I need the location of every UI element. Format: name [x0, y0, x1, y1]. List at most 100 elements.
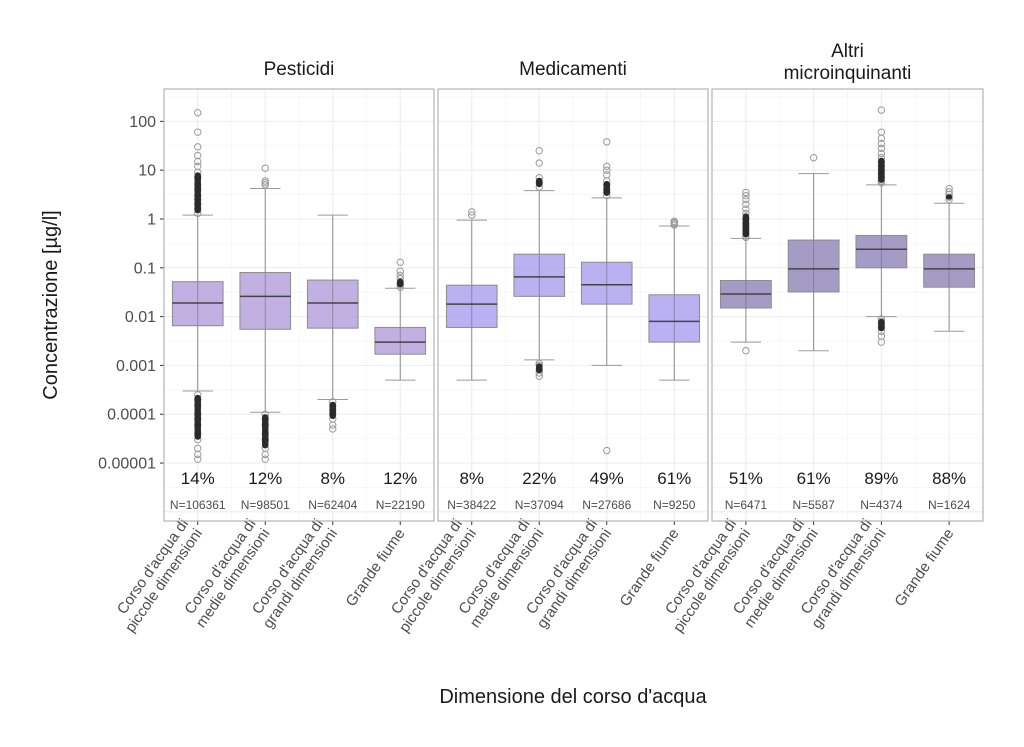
dense-outlier-band	[329, 401, 336, 419]
sample-size-label: N=5587	[792, 498, 835, 512]
dense-outlier-band	[397, 278, 404, 288]
outlier-point	[194, 143, 202, 151]
outlier-point	[261, 181, 269, 189]
sample-size-label: N=62404	[308, 498, 357, 512]
outlier-point	[877, 106, 886, 114]
y-tick-label: 0.1	[134, 260, 156, 277]
outlier-point	[194, 450, 202, 459]
outlier-point	[468, 211, 476, 219]
outlier-point	[945, 193, 953, 201]
percent-label: 22%	[522, 469, 556, 488]
outlier-point	[329, 421, 337, 429]
outlier-point	[261, 164, 269, 172]
outlier-point	[670, 221, 678, 229]
outlier-point	[194, 157, 202, 166]
percent-label: 8%	[320, 469, 345, 488]
outlier-point	[742, 188, 750, 197]
y-tick-label: 0.0001	[107, 407, 156, 424]
outlier-point	[877, 144, 886, 153]
dense-outlier-band	[262, 414, 269, 449]
y-tick-label: 100	[129, 114, 156, 131]
dense-outlier-band	[603, 180, 610, 196]
panel-title: Altri	[831, 41, 864, 62]
outlier-point	[535, 159, 543, 167]
outlier-point	[742, 200, 750, 208]
outlier-point	[809, 154, 818, 162]
outlier-point	[396, 271, 404, 280]
x-axis-title: Dimensione del corso d'acqua	[439, 686, 707, 708]
percent-label: 88%	[932, 469, 966, 488]
x-category-label: Grande fiume	[891, 526, 957, 610]
y-tick-label: 0.001	[116, 358, 156, 375]
outlier-point	[603, 166, 611, 174]
outlier-point	[261, 450, 269, 459]
dense-outlier-band	[742, 213, 750, 238]
panel-border	[437, 88, 709, 522]
sample-size-label: N=4374	[860, 498, 903, 512]
outlier-point	[261, 179, 269, 187]
dense-outlier-band	[536, 363, 543, 373]
outlier-point	[329, 425, 337, 433]
panel-title: Medicamenti	[519, 59, 627, 80]
outlier-point	[877, 134, 886, 142]
sample-size-label: N=27686	[582, 498, 631, 512]
outlier-point	[877, 149, 886, 158]
outlier-point	[603, 138, 611, 146]
percent-label: 14%	[181, 469, 215, 488]
y-tick-label: 10	[138, 163, 156, 180]
outlier-point	[742, 205, 750, 213]
outlier-point	[194, 109, 202, 117]
outlier-point	[603, 162, 611, 171]
sample-size-label: N=6471	[725, 498, 768, 512]
dense-outlier-band	[878, 157, 885, 183]
percent-label: 51%	[729, 469, 763, 488]
panel-border	[711, 88, 984, 522]
outlier-point	[603, 446, 611, 455]
percent-label: 49%	[590, 469, 624, 488]
sample-size-label: N=106361	[170, 498, 226, 512]
outlier-point	[535, 147, 543, 155]
y-tick-label: 0.01	[125, 309, 156, 326]
x-category-line: Grande fiume	[891, 526, 957, 610]
sample-size-label: N=38422	[447, 498, 496, 512]
sample-size-label: N=22190	[376, 498, 425, 512]
percent-label: 12%	[383, 469, 417, 488]
dense-outlier-band	[194, 172, 201, 214]
percent-label: 89%	[864, 469, 898, 488]
panel-title: Pesticidi	[264, 59, 335, 80]
panel-title: microinquinanti	[784, 63, 912, 84]
y-axis: 100 10 1 0.1 0.01 0.001 0.0001 0.00001	[98, 114, 164, 473]
percent-label: 12%	[248, 469, 282, 488]
panel-0: Pesticidi 14% N=106361 Corso d'acqua dipicc…	[114, 59, 435, 636]
y-tick-label: 1	[147, 211, 156, 228]
dense-outlier-band	[194, 394, 201, 440]
panel-border	[163, 88, 435, 522]
percent-label: 61%	[657, 469, 691, 488]
sample-size-label: N=37094	[515, 498, 564, 512]
outlier-point	[194, 128, 202, 136]
outlier-point	[742, 191, 750, 200]
panels: Pesticidi 14% N=106361 Corso d'acqua dipicc…	[114, 41, 984, 636]
dense-outlier-band	[945, 194, 953, 200]
outlier-point	[877, 338, 886, 346]
outlier-point	[742, 347, 750, 355]
outlier-point	[468, 208, 476, 216]
outlier-point	[396, 258, 404, 266]
outlier-point	[945, 184, 953, 193]
outlier-point	[877, 139, 886, 148]
outlier-point	[261, 455, 269, 463]
sample-size-label: N=98501	[241, 498, 290, 512]
sample-size-label: N=1624	[928, 498, 971, 512]
outlier-point	[742, 195, 750, 204]
dense-outlier-band	[878, 318, 885, 332]
outlier-point	[535, 372, 543, 380]
percent-label: 61%	[797, 469, 831, 488]
sample-size-label: N=9250	[653, 498, 696, 512]
outlier-point	[396, 267, 404, 275]
y-axis-title: Concentrazione [µg/l]	[40, 210, 62, 399]
dense-outlier-band	[536, 177, 543, 188]
percent-label: 8%	[459, 469, 484, 488]
